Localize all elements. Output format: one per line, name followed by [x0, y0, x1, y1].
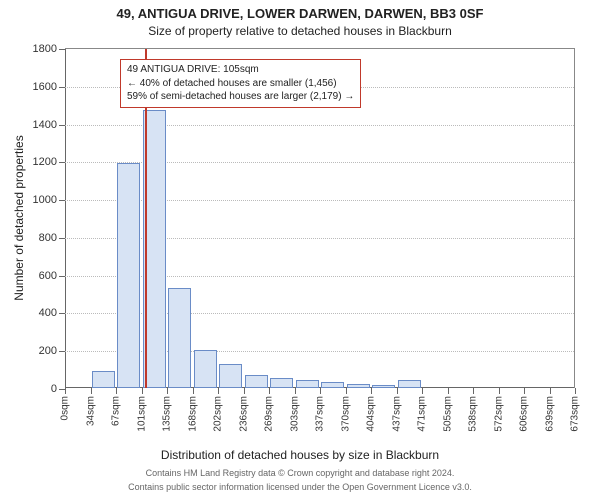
x-tick	[346, 388, 347, 394]
histogram-bar	[194, 350, 217, 388]
x-tick-label: 471sqm	[417, 396, 428, 432]
footer-line-2: Contains public sector information licen…	[0, 482, 600, 492]
x-tick-label: 236sqm	[238, 396, 249, 432]
x-tick	[320, 388, 321, 394]
x-tick	[575, 388, 576, 394]
x-tick-label: 404sqm	[366, 396, 377, 432]
y-tick-label: 400	[39, 307, 57, 319]
histogram-bar	[245, 375, 268, 388]
x-tick	[218, 388, 219, 394]
x-tick	[473, 388, 474, 394]
x-tick	[422, 388, 423, 394]
x-tick-label: 505sqm	[442, 396, 453, 432]
x-tick	[524, 388, 525, 394]
title-line-1: 49, ANTIGUA DRIVE, LOWER DARWEN, DARWEN,…	[0, 6, 600, 21]
histogram-bar	[219, 364, 242, 388]
y-tick-label: 600	[39, 270, 57, 282]
y-tick-label: 1800	[33, 43, 57, 55]
histogram-bar	[92, 371, 115, 388]
x-tick-label: 168sqm	[187, 396, 198, 432]
y-tick-label: 1400	[33, 119, 57, 131]
x-tick-label: 202sqm	[213, 396, 224, 432]
x-tick	[167, 388, 168, 394]
y-tick-label: 0	[51, 383, 57, 395]
x-tick-label: 437sqm	[391, 396, 402, 432]
plot-area: 0200400600800100012001400160018000sqm34s…	[65, 48, 575, 388]
gridline	[65, 200, 574, 201]
x-tick-label: 303sqm	[289, 396, 300, 432]
y-tick	[59, 200, 65, 201]
x-tick	[448, 388, 449, 394]
y-tick	[59, 87, 65, 88]
annotation-line: 49 ANTIGUA DRIVE: 105sqm	[127, 63, 354, 77]
x-tick-label: 269sqm	[264, 396, 275, 432]
y-tick	[59, 351, 65, 352]
y-tick	[59, 49, 65, 50]
chart-container: 49, ANTIGUA DRIVE, LOWER DARWEN, DARWEN,…	[0, 0, 600, 500]
y-axis-label: Number of detached properties	[12, 53, 26, 218]
histogram-bar	[398, 380, 421, 389]
y-tick-label: 1600	[33, 81, 57, 93]
x-tick-label: 101sqm	[136, 396, 147, 432]
y-tick-label: 1000	[33, 194, 57, 206]
x-tick	[371, 388, 372, 394]
x-tick-label: 0sqm	[60, 396, 71, 420]
x-tick	[65, 388, 66, 394]
x-tick	[116, 388, 117, 394]
footer-line-1: Contains HM Land Registry data © Crown c…	[0, 468, 600, 478]
histogram-bar	[296, 380, 319, 388]
y-axis-line	[65, 49, 66, 388]
y-tick	[59, 238, 65, 239]
gridline	[65, 125, 574, 126]
x-tick	[244, 388, 245, 394]
x-tick-label: 67sqm	[111, 396, 122, 426]
histogram-bar	[270, 378, 293, 388]
x-tick-label: 135sqm	[162, 396, 173, 432]
x-tick-label: 606sqm	[519, 396, 530, 432]
x-tick	[397, 388, 398, 394]
x-tick	[550, 388, 551, 394]
y-tick	[59, 162, 65, 163]
histogram-bar	[347, 384, 370, 388]
gridline	[65, 162, 574, 163]
x-tick-label: 572sqm	[493, 396, 504, 432]
y-tick-label: 1200	[33, 156, 57, 168]
x-tick	[295, 388, 296, 394]
gridline	[65, 238, 574, 239]
gridline	[65, 351, 574, 352]
x-tick-label: 673sqm	[570, 396, 581, 432]
title-line-2: Size of property relative to detached ho…	[0, 24, 600, 38]
histogram-bar	[168, 288, 191, 388]
x-tick-label: 337sqm	[315, 396, 326, 432]
x-tick	[142, 388, 143, 394]
x-tick	[193, 388, 194, 394]
x-tick	[269, 388, 270, 394]
histogram-bar	[372, 385, 395, 388]
x-axis-label: Distribution of detached houses by size …	[0, 448, 600, 462]
histogram-bar	[321, 382, 344, 388]
annotation-box: 49 ANTIGUA DRIVE: 105sqm← 40% of detache…	[120, 59, 361, 108]
histogram-bar	[117, 163, 140, 388]
x-tick-label: 538sqm	[468, 396, 479, 432]
y-tick	[59, 276, 65, 277]
x-tick-label: 639sqm	[544, 396, 555, 432]
x-tick-label: 370sqm	[340, 396, 351, 432]
x-tick	[499, 388, 500, 394]
y-tick-label: 800	[39, 232, 57, 244]
gridline	[65, 276, 574, 277]
x-tick	[91, 388, 92, 394]
y-tick-label: 200	[39, 345, 57, 357]
x-tick-label: 34sqm	[85, 396, 96, 426]
y-tick	[59, 313, 65, 314]
y-tick	[59, 125, 65, 126]
annotation-line: 59% of semi-detached houses are larger (…	[127, 90, 354, 104]
annotation-line: ← 40% of detached houses are smaller (1,…	[127, 77, 354, 91]
gridline	[65, 313, 574, 314]
